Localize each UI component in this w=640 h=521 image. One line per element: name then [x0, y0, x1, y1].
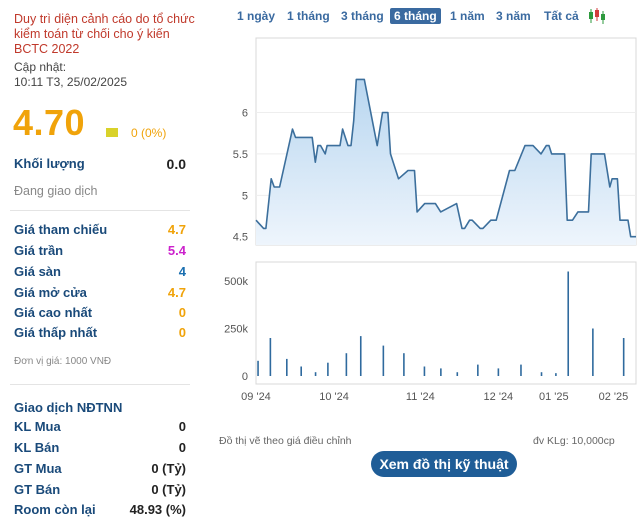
updated-label: Cập nhật:	[14, 60, 67, 74]
trading-status: Đang giao dịch	[14, 184, 98, 198]
foreign-row-value: 48.93 (%)	[129, 502, 186, 517]
month-tick-label: 02 '25	[599, 391, 629, 403]
month-tick-label: 11 '24	[406, 391, 435, 403]
foreign-row-label: GT Mua	[14, 461, 62, 476]
foreign-row-value: 0	[178, 419, 186, 434]
price-row-value: 0	[178, 325, 186, 340]
foreign-row-sell-volume: KL Bán 0	[14, 440, 186, 455]
candlestick-icon[interactable]	[587, 7, 607, 25]
volume-unit-note: đv KLg: 10,000cp	[533, 435, 615, 447]
price-row-floor: Giá sàn 4	[14, 264, 186, 279]
volume-tick-label: 500k	[224, 276, 248, 288]
foreign-row-value: 0 (Tỷ)	[151, 482, 186, 497]
price-area	[256, 79, 636, 246]
price-row-value: 0	[178, 305, 186, 320]
divider	[10, 384, 190, 385]
volume-tick-label: 0	[242, 371, 248, 383]
price-unit-note: Đơn vị giá: 1000 VNĐ	[14, 356, 112, 367]
range-tab-3-years[interactable]: 3 năm	[496, 9, 531, 23]
price-row-label: Giá thấp nhất	[14, 325, 98, 340]
volume-value: 0.0	[166, 156, 186, 172]
foreign-row-label: KL Mua	[14, 419, 61, 434]
volume-plot-frame	[255, 261, 637, 385]
price-row-open: Giá mở cửa 4.7	[14, 285, 186, 300]
current-price: 4.70	[13, 102, 86, 143]
price-row-label: Giá mở cửa	[14, 285, 87, 300]
price-tick-label: 5	[242, 190, 248, 202]
range-tab-all[interactable]: Tất cả	[544, 9, 579, 23]
foreign-row-value: 0	[178, 440, 186, 455]
range-tab-1-day[interactable]: 1 ngày	[237, 9, 276, 23]
price-row-label: Giá cao nhất	[14, 305, 93, 320]
price-row-value: 4	[178, 264, 186, 279]
range-tab-1-month[interactable]: 1 tháng	[287, 9, 330, 23]
price-tick-label: 6	[242, 108, 248, 120]
unchanged-indicator-icon	[106, 128, 118, 137]
price-tick-label: 5.5	[233, 149, 248, 161]
range-tabs: 1 ngày 1 tháng 3 tháng 6 tháng 1 năm 3 n…	[207, 6, 640, 26]
price-row-label: Giá trần	[14, 243, 64, 258]
month-tick-label: 12 '24	[484, 391, 514, 403]
price-row-ceiling: Giá trần 5.4	[14, 243, 186, 258]
month-tick-label: 09 '24	[241, 391, 271, 403]
range-tab-3-months[interactable]: 3 tháng	[341, 9, 384, 23]
price-row-label: Giá sàn	[14, 264, 61, 279]
chart-panel: 1 ngày 1 tháng 3 tháng 6 tháng 1 năm 3 n…	[207, 0, 640, 521]
month-tick-label: 10 '24	[319, 391, 349, 403]
volume-row: Khối lượng 0.0	[14, 156, 186, 172]
price-change: 0 (0%)	[131, 126, 167, 140]
foreign-row-value: 0 (Tỷ)	[151, 461, 186, 476]
price-row-value: 4.7	[167, 222, 186, 237]
foreign-row-sell-value: GT Bán 0 (Tỷ)	[14, 482, 186, 497]
foreign-row-label: KL Bán	[14, 440, 60, 455]
foreign-trading-title: Giao dịch NĐTNN	[14, 400, 123, 415]
price-row-low: Giá thấp nhất 0	[14, 325, 186, 340]
price-row-value: 5.4	[167, 243, 186, 258]
foreign-row-label: Room còn lại	[14, 502, 96, 517]
price-row-reference: Giá tham chiếu 4.7	[14, 222, 186, 237]
foreign-row-label: GT Bán	[14, 482, 61, 497]
adjusted-price-note: Đồ thị vẽ theo giá điều chỉnh	[219, 435, 352, 447]
foreign-row-buy-volume: KL Mua 0	[14, 419, 186, 434]
stock-info-panel: Duy trì diện cảnh cáo do tổ chức kiểm to…	[0, 0, 200, 521]
stock-chart: 4.5 5 5.5 6 0 250k 500k 09 '24 10 '24 11 '24 12 '2…	[224, 37, 637, 403]
warning-notice: Duy trì diện cảnh cáo do tổ chức kiểm to…	[14, 12, 195, 56]
price-line	[255, 78, 636, 238]
month-tick-label: 01 '25	[539, 391, 569, 403]
view-technical-chart-button[interactable]: Xem đồ thị kỹ thuật	[371, 451, 517, 477]
price-tick-label: 4.5	[233, 232, 248, 244]
volume-label: Khối lượng	[14, 156, 85, 171]
range-tab-1-year[interactable]: 1 năm	[450, 9, 485, 23]
price-row-high: Giá cao nhất 0	[14, 305, 186, 320]
foreign-row-room: Room còn lại 48.93 (%)	[14, 502, 186, 517]
divider	[10, 210, 190, 211]
updated-time: 10:11 T3, 25/02/2025	[14, 75, 127, 89]
price-row-label: Giá tham chiếu	[14, 222, 108, 237]
volume-tick-label: 250k	[224, 324, 248, 336]
range-tab-6-months[interactable]: 6 tháng	[390, 8, 441, 24]
foreign-row-buy-value: GT Mua 0 (Tỷ)	[14, 461, 186, 476]
price-row-value: 4.7	[167, 285, 186, 300]
